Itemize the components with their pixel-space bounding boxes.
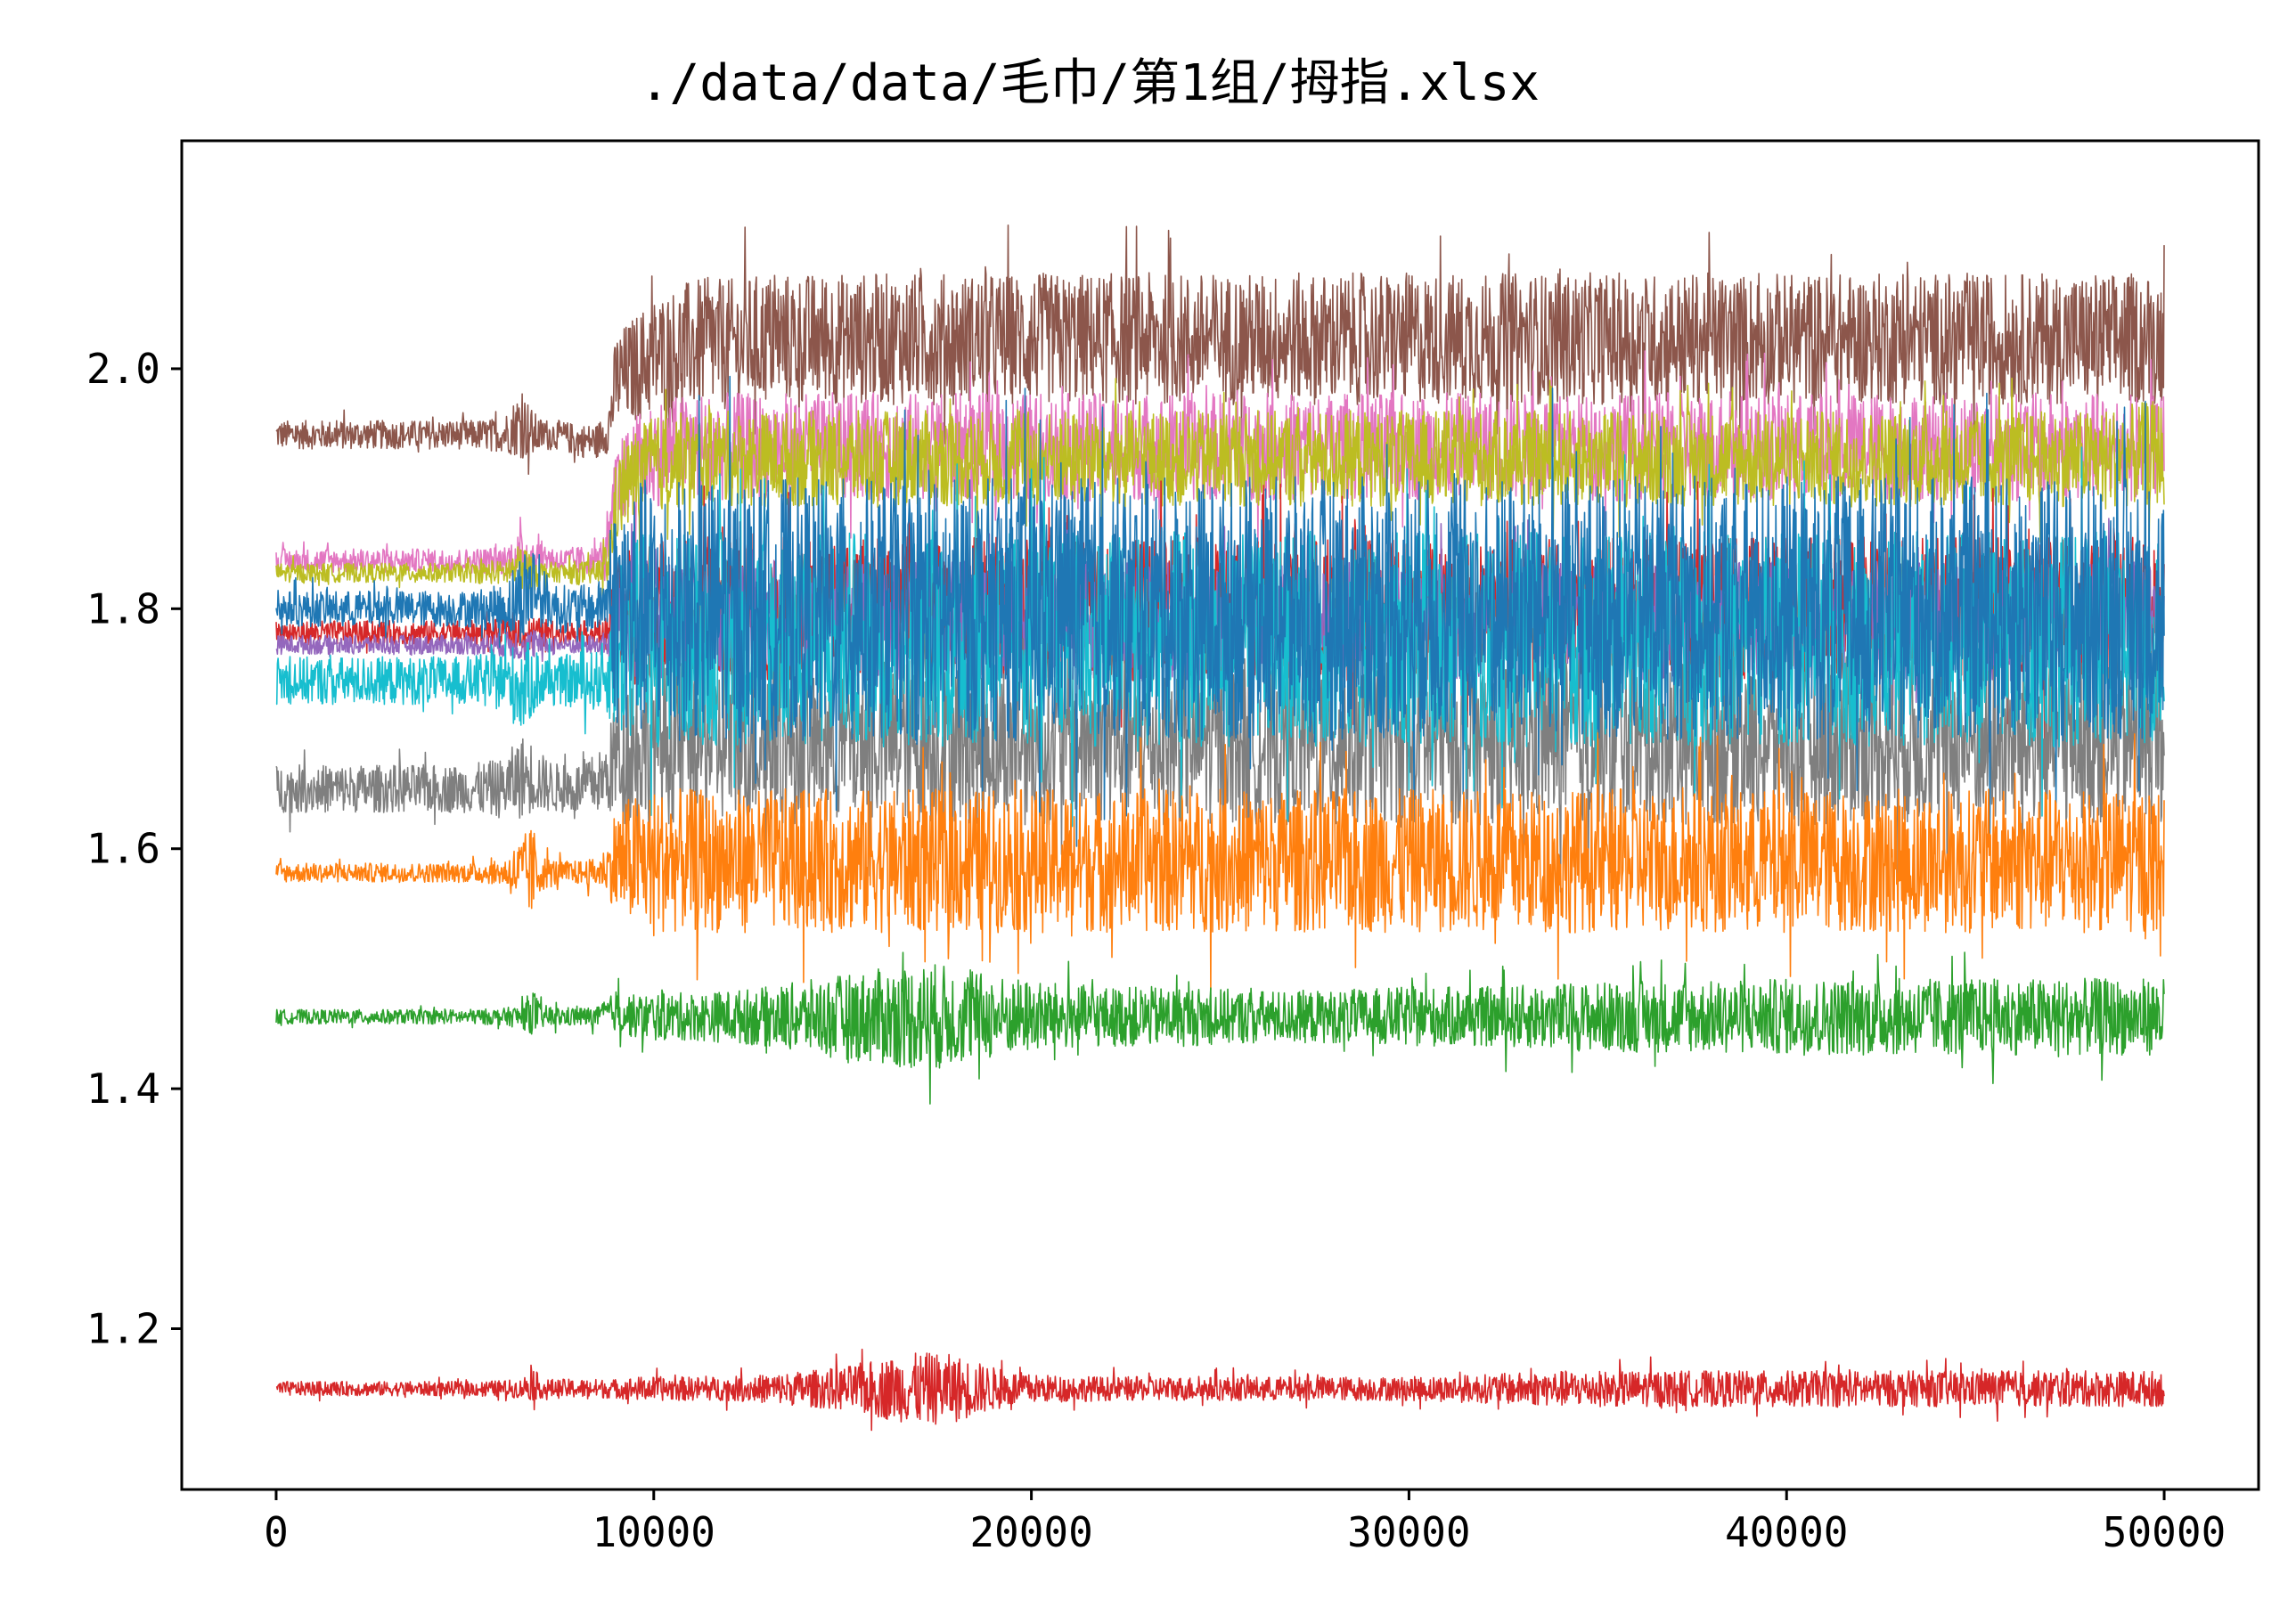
y-tick-label: 1.6 — [86, 825, 160, 873]
y-tick-label: 2.0 — [86, 345, 160, 393]
series-line-11 — [275, 1348, 2165, 1432]
series-line-10 — [275, 951, 2165, 1105]
series-line-8 — [275, 375, 2165, 847]
x-tick-label: 40000 — [1725, 1508, 1848, 1556]
series-line-1 — [275, 224, 2165, 475]
series-line-9 — [275, 732, 2165, 992]
series-line-6 — [275, 591, 2165, 893]
series-line-3 — [275, 377, 2165, 597]
chart-title: ./data/data/毛巾/第1组/拇指.xlsx — [640, 54, 1540, 112]
y-tick-label: 1.8 — [86, 584, 160, 632]
y-tick-label: 1.4 — [86, 1065, 160, 1113]
plot-area-frame — [180, 139, 2260, 1491]
series-layer — [275, 224, 2165, 1432]
x-tick-label: 50000 — [2103, 1508, 2226, 1556]
x-tick-label: 30000 — [1347, 1508, 1470, 1556]
y-tick-label: 1.2 — [86, 1305, 160, 1353]
x-tick-label: 0 — [264, 1508, 289, 1556]
x-tick-label: 10000 — [592, 1508, 715, 1556]
series-line-7 — [275, 446, 2165, 834]
x-tick-label: 20000 — [969, 1508, 1092, 1556]
axis-layer: 0 10000 20000 30000 40000 50000 1.2 1.4 1.6 1.8 2.… — [86, 345, 2226, 1556]
